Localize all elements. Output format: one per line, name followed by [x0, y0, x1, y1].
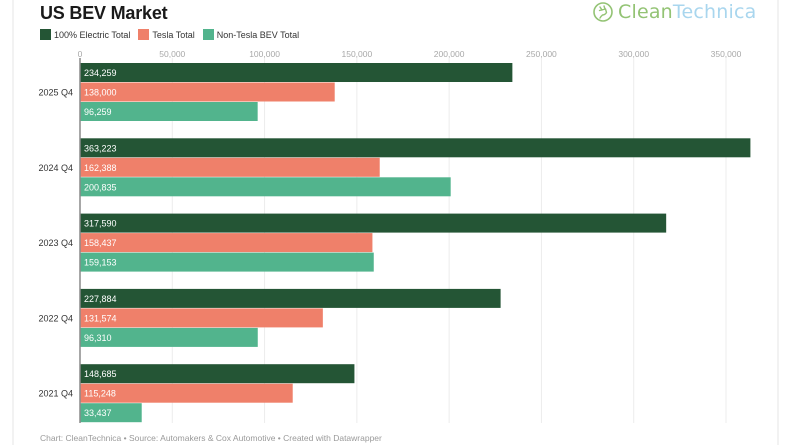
x-tick-label: 300,000: [618, 49, 649, 59]
bar-non-tesla-bev-total: [80, 102, 258, 121]
bar-tesla-total: [80, 308, 323, 328]
category-label: 2022 Q4: [38, 313, 73, 323]
x-tick-label: 0: [78, 49, 83, 59]
x-tick-label: 100,000: [249, 49, 280, 59]
bar-value-label: 227,884: [84, 294, 117, 304]
bar-tesla-total: [80, 233, 373, 253]
bar-value-label: 96,259: [84, 107, 112, 117]
chart-footer: Chart: CleanTechnica • Source: Automaker…: [40, 433, 382, 443]
legend-label-tesla-total: Tesla Total: [152, 29, 195, 40]
logo-clean-text: Clean: [618, 1, 673, 23]
chart-title: US BEV Market: [40, 3, 168, 23]
bar-value-label: 162,388: [84, 163, 117, 173]
bar-value-label: 200,835: [84, 182, 117, 192]
legend-item-non-tesla-total: Non-Tesla BEV Total: [202, 29, 300, 40]
bar-value-label: 131,574: [84, 313, 117, 323]
frame-border-left: [12, 0, 14, 445]
legend-swatch-tesla-total: [138, 29, 150, 40]
category-labels: 2025 Q4 2024 Q4 2023 Q4 2022 Q4 2021 Q4: [38, 88, 73, 399]
bar-100-electric-total: [80, 364, 355, 384]
category-label: 2023 Q4: [38, 238, 73, 248]
category-label: 2025 Q4: [38, 88, 73, 98]
legend-item-electric-total: 100% Electric Total: [40, 29, 130, 40]
frame-border-right: [777, 0, 779, 445]
bar-100-electric-total: [80, 138, 751, 158]
category-label: 2024 Q4: [38, 163, 73, 173]
bar-tesla-total: [80, 383, 293, 403]
bar-value-label: 159,153: [84, 258, 117, 268]
bar-tesla-total: [80, 157, 380, 177]
x-axis-tick-labels: 0 50,000 100,000 150,000 200,000 250,000 300,0…: [78, 49, 742, 59]
legend-label-non-tesla-total: Non-Tesla BEV Total: [216, 29, 300, 40]
legend-swatch-non-tesla-total: [202, 29, 214, 40]
bar-value-label: 115,248: [84, 389, 116, 399]
bar-100-electric-total: [80, 213, 667, 233]
x-tick-label: 150,000: [341, 49, 372, 59]
bar-value-label: 363,223: [84, 143, 117, 153]
legend-item-tesla-total: Tesla Total: [138, 29, 195, 40]
bar-non-tesla-bev-total: [80, 252, 374, 272]
category-label: 2021 Q4: [38, 389, 73, 399]
bar-100-electric-total: [80, 63, 513, 82]
bar-value-label: 234,259: [84, 68, 117, 78]
x-tick-label: 250,000: [526, 49, 557, 59]
bar-chart: 0 50,000 100,000 150,000 200,000 250,000 300,0…: [38, 49, 751, 423]
x-tick-label: 350,000: [711, 49, 742, 59]
bar-value-label: 148,685: [84, 369, 117, 379]
bar-non-tesla-bev-total: [80, 177, 451, 197]
legend-swatch-electric-total: [40, 29, 51, 40]
bar-100-electric-total: [80, 288, 501, 308]
legend-label-electric-total: 100% Electric Total: [54, 29, 131, 40]
x-tick-label: 50,000: [159, 49, 185, 59]
logo-technica-text: Technica: [672, 1, 757, 23]
bar-non-tesla-bev-total: [80, 403, 142, 423]
bar-value-label: 158,437: [84, 238, 117, 248]
bar-value-label: 138,000: [84, 88, 117, 98]
bar-value-label: 96,310: [84, 333, 112, 343]
legend: 100% Electric Total Tesla Total Non-Tesl…: [40, 29, 307, 40]
x-tick-label: 200,000: [434, 49, 465, 59]
bar-non-tesla-bev-total: [80, 327, 258, 347]
bar-value-label: 317,590: [84, 219, 117, 229]
bars: 234,259 138,000 96,259 363,223 162,388 200,83…: [80, 63, 751, 423]
bar-value-label: 33,437: [84, 408, 112, 418]
cleantechnica-logo[interactable]: CleanTechnica: [592, 1, 757, 23]
logo-wordmark: CleanTechnica: [618, 1, 757, 23]
bar-tesla-total: [80, 82, 335, 102]
plug-circle-icon: [593, 2, 613, 22]
